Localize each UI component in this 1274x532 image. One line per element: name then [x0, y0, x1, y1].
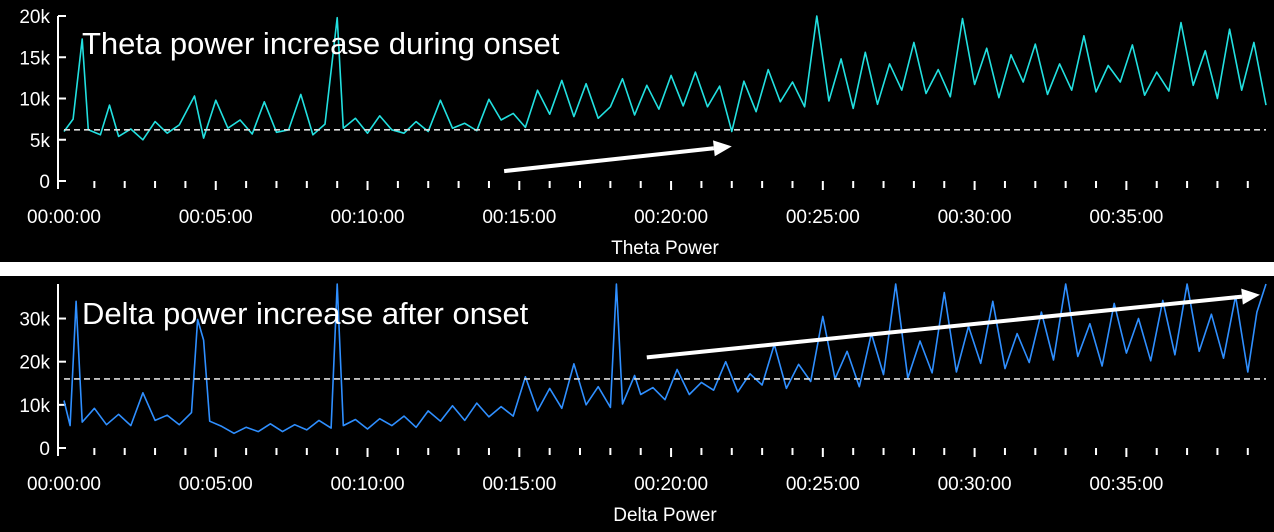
delta-trend-arrow-shaft [646, 294, 1243, 360]
theta-x-tick-label: 00:15:00 [482, 207, 556, 228]
theta-y-tick-label: 20k [19, 7, 50, 28]
theta-x-tick-label: 00:00:00 [27, 207, 101, 228]
delta-trend-arrow-head [1241, 288, 1260, 305]
theta-power-chart: 0 5k 10k 15k 20k 00:00:00 00:05:00 00:10:00 00:1… [19, 7, 1267, 259]
theta-annotation-text: Theta power increase during onset [82, 26, 560, 61]
delta-y-tick-label: 0 [39, 439, 50, 460]
delta-y-tick-label: 30k [19, 310, 50, 331]
theta-y-tick-label: 0 [39, 172, 50, 193]
theta-x-tick-label: 00:25:00 [786, 207, 860, 228]
theta-x-tick-label: 00:30:00 [938, 207, 1012, 228]
delta-x-tick-label: 00:15:00 [482, 474, 556, 495]
delta-x-tick-label: 00:25:00 [786, 474, 860, 495]
delta-x-tick-label: 00:30:00 [938, 474, 1012, 495]
delta-x-axis-title: Delta Power [613, 505, 717, 526]
delta-y-tick-label: 20k [19, 353, 50, 374]
delta-x-tick-label: 00:35:00 [1089, 474, 1163, 495]
delta-x-tick-label: 00:20:00 [634, 474, 708, 495]
theta-x-tick-label: 00:35:00 [1089, 207, 1163, 228]
theta-y-tick-label: 5k [30, 131, 51, 152]
delta-power-series-line [63, 283, 1267, 435]
delta-x-tick-label: 00:05:00 [179, 474, 253, 495]
theta-power-chart-panel: 0 5k 10k 15k 20k 00:00:00 00:05:00 00:10:00 00:1… [0, 0, 1274, 262]
delta-power-chart: 0 10k 20k 30k 00:00:00 00:05:00 00:10:00 00:15:… [19, 283, 1267, 526]
theta-x-tick-label: 00:20:00 [634, 207, 708, 228]
theta-x-tick-label: 00:05:00 [179, 207, 253, 228]
theta-y-tick-label: 15k [19, 48, 50, 69]
delta-y-tick-label: 10k [19, 396, 50, 417]
theta-trend-arrow-head [713, 140, 732, 157]
delta-power-chart-panel: 0 10k 20k 30k 00:00:00 00:05:00 00:10:00 00:15:… [0, 276, 1274, 532]
theta-power-series-line [63, 15, 1267, 141]
theta-x-axis-title: Theta Power [611, 238, 719, 259]
theta-trend-arrow-shaft [503, 146, 715, 174]
theta-y-tick-label: 10k [19, 90, 50, 111]
delta-x-tick-label: 00:00:00 [27, 474, 101, 495]
delta-annotation-text: Delta power increase after onset [82, 296, 529, 331]
delta-x-tick-label: 00:10:00 [331, 474, 405, 495]
theta-x-tick-label: 00:10:00 [331, 207, 405, 228]
